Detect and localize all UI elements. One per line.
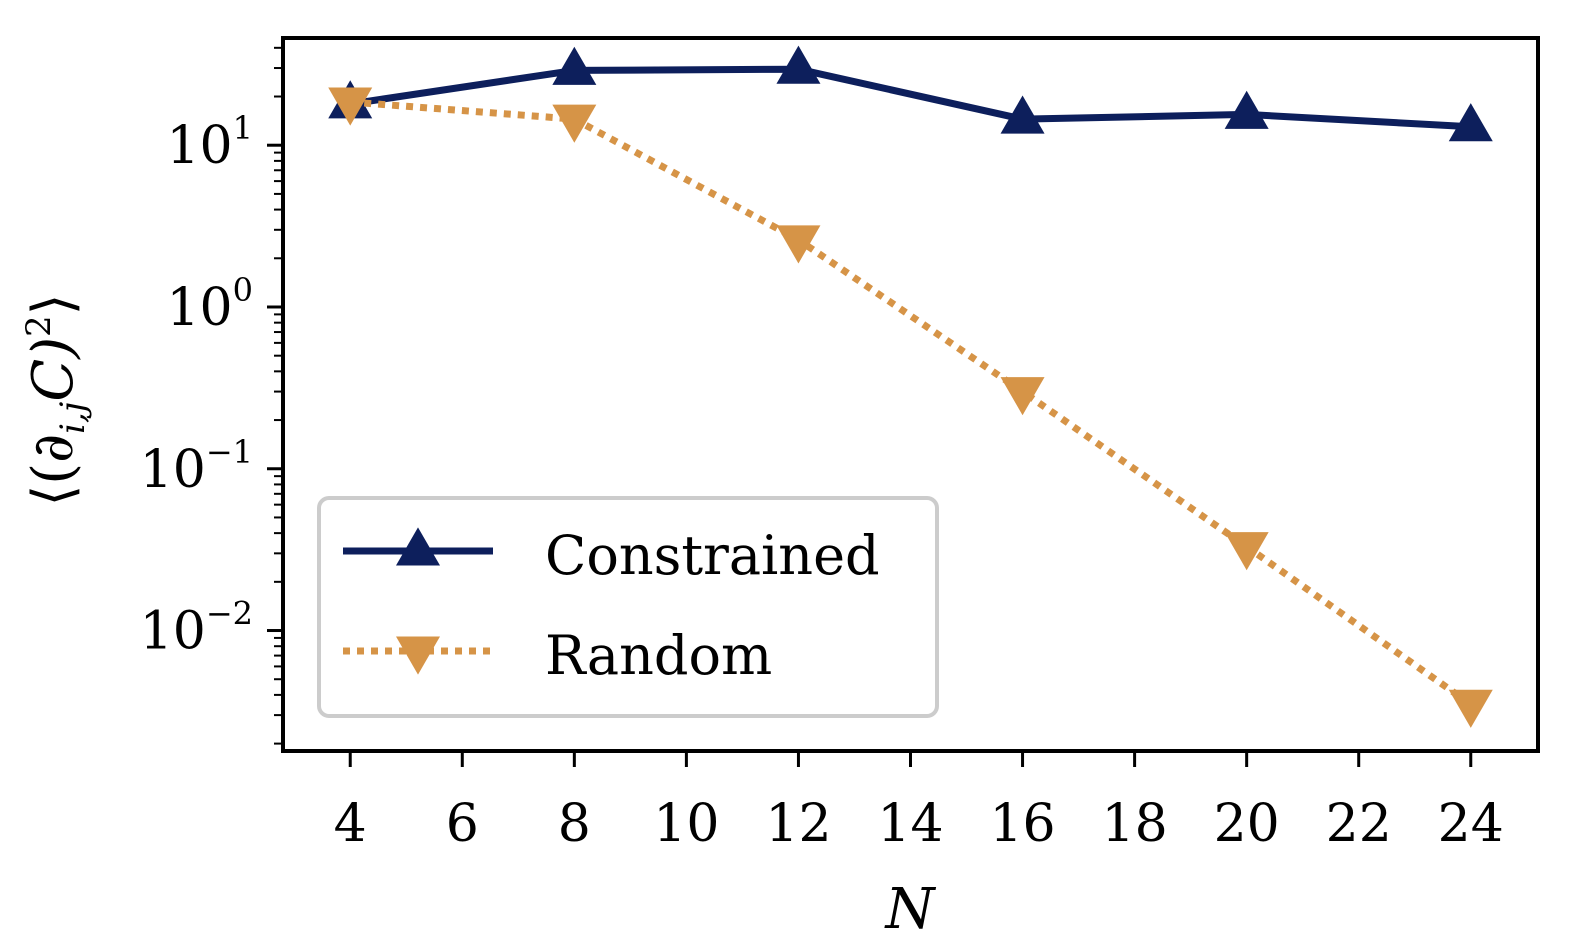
y-tick-base: 10 bbox=[166, 116, 232, 176]
data-point-constrained bbox=[1448, 103, 1493, 142]
legend-label-constrained: Constrained bbox=[545, 524, 880, 587]
x-tick-label: 8 bbox=[558, 794, 591, 854]
y-tick-label: 101 bbox=[166, 109, 253, 176]
y-tick-base: 10 bbox=[140, 602, 206, 662]
y-tick-label: 10−2 bbox=[140, 595, 253, 662]
y-tick-exponent: −2 bbox=[206, 595, 253, 633]
y-axis-label: ⟨(∂i,jC)2⟩ bbox=[19, 293, 93, 506]
data-point-random bbox=[1224, 532, 1269, 571]
data-point-constrained bbox=[1000, 95, 1045, 134]
x-tick-label: 18 bbox=[1102, 794, 1168, 854]
x-tick-label: 12 bbox=[765, 794, 831, 854]
data-point-constrained bbox=[776, 45, 821, 84]
x-tick-label: 24 bbox=[1438, 794, 1504, 854]
series-line-constrained bbox=[349, 65, 1471, 131]
x-tick-label: 22 bbox=[1326, 794, 1392, 854]
y-tick-base: 10 bbox=[166, 278, 232, 338]
y-tick-base: 10 bbox=[140, 440, 206, 500]
series-line-random bbox=[349, 98, 1473, 708]
data-point-constrained bbox=[1224, 90, 1269, 129]
data-point-random bbox=[776, 225, 821, 264]
legend-marker-constrained bbox=[396, 527, 440, 566]
x-tick-label: 20 bbox=[1214, 794, 1280, 854]
y-tick-exponent: 0 bbox=[233, 271, 253, 309]
data-point-random bbox=[1000, 377, 1045, 416]
data-point-random bbox=[328, 87, 373, 126]
x-tick-label: 6 bbox=[446, 794, 479, 854]
y-tick-label: 10−1 bbox=[140, 433, 253, 500]
plot-frame bbox=[281, 36, 1540, 753]
y-tick-label: 100 bbox=[166, 271, 253, 338]
x-tick-label: 16 bbox=[989, 794, 1055, 854]
data-point-random bbox=[552, 104, 597, 143]
legend-label-random: Random bbox=[545, 624, 772, 687]
y-tick-exponent: 1 bbox=[233, 109, 253, 147]
legend-marker-random bbox=[396, 636, 440, 675]
y-tick-exponent: −1 bbox=[206, 433, 253, 471]
x-tick-label: 4 bbox=[334, 794, 367, 854]
legend: Constrained Random bbox=[317, 496, 939, 718]
data-point-constrained bbox=[552, 46, 597, 85]
data-point-random bbox=[1448, 689, 1493, 728]
x-tick-label: 14 bbox=[877, 794, 943, 854]
lines-layer bbox=[328, 45, 1493, 728]
x-tick-label: 10 bbox=[653, 794, 719, 854]
x-axis-label: N bbox=[884, 877, 937, 942]
